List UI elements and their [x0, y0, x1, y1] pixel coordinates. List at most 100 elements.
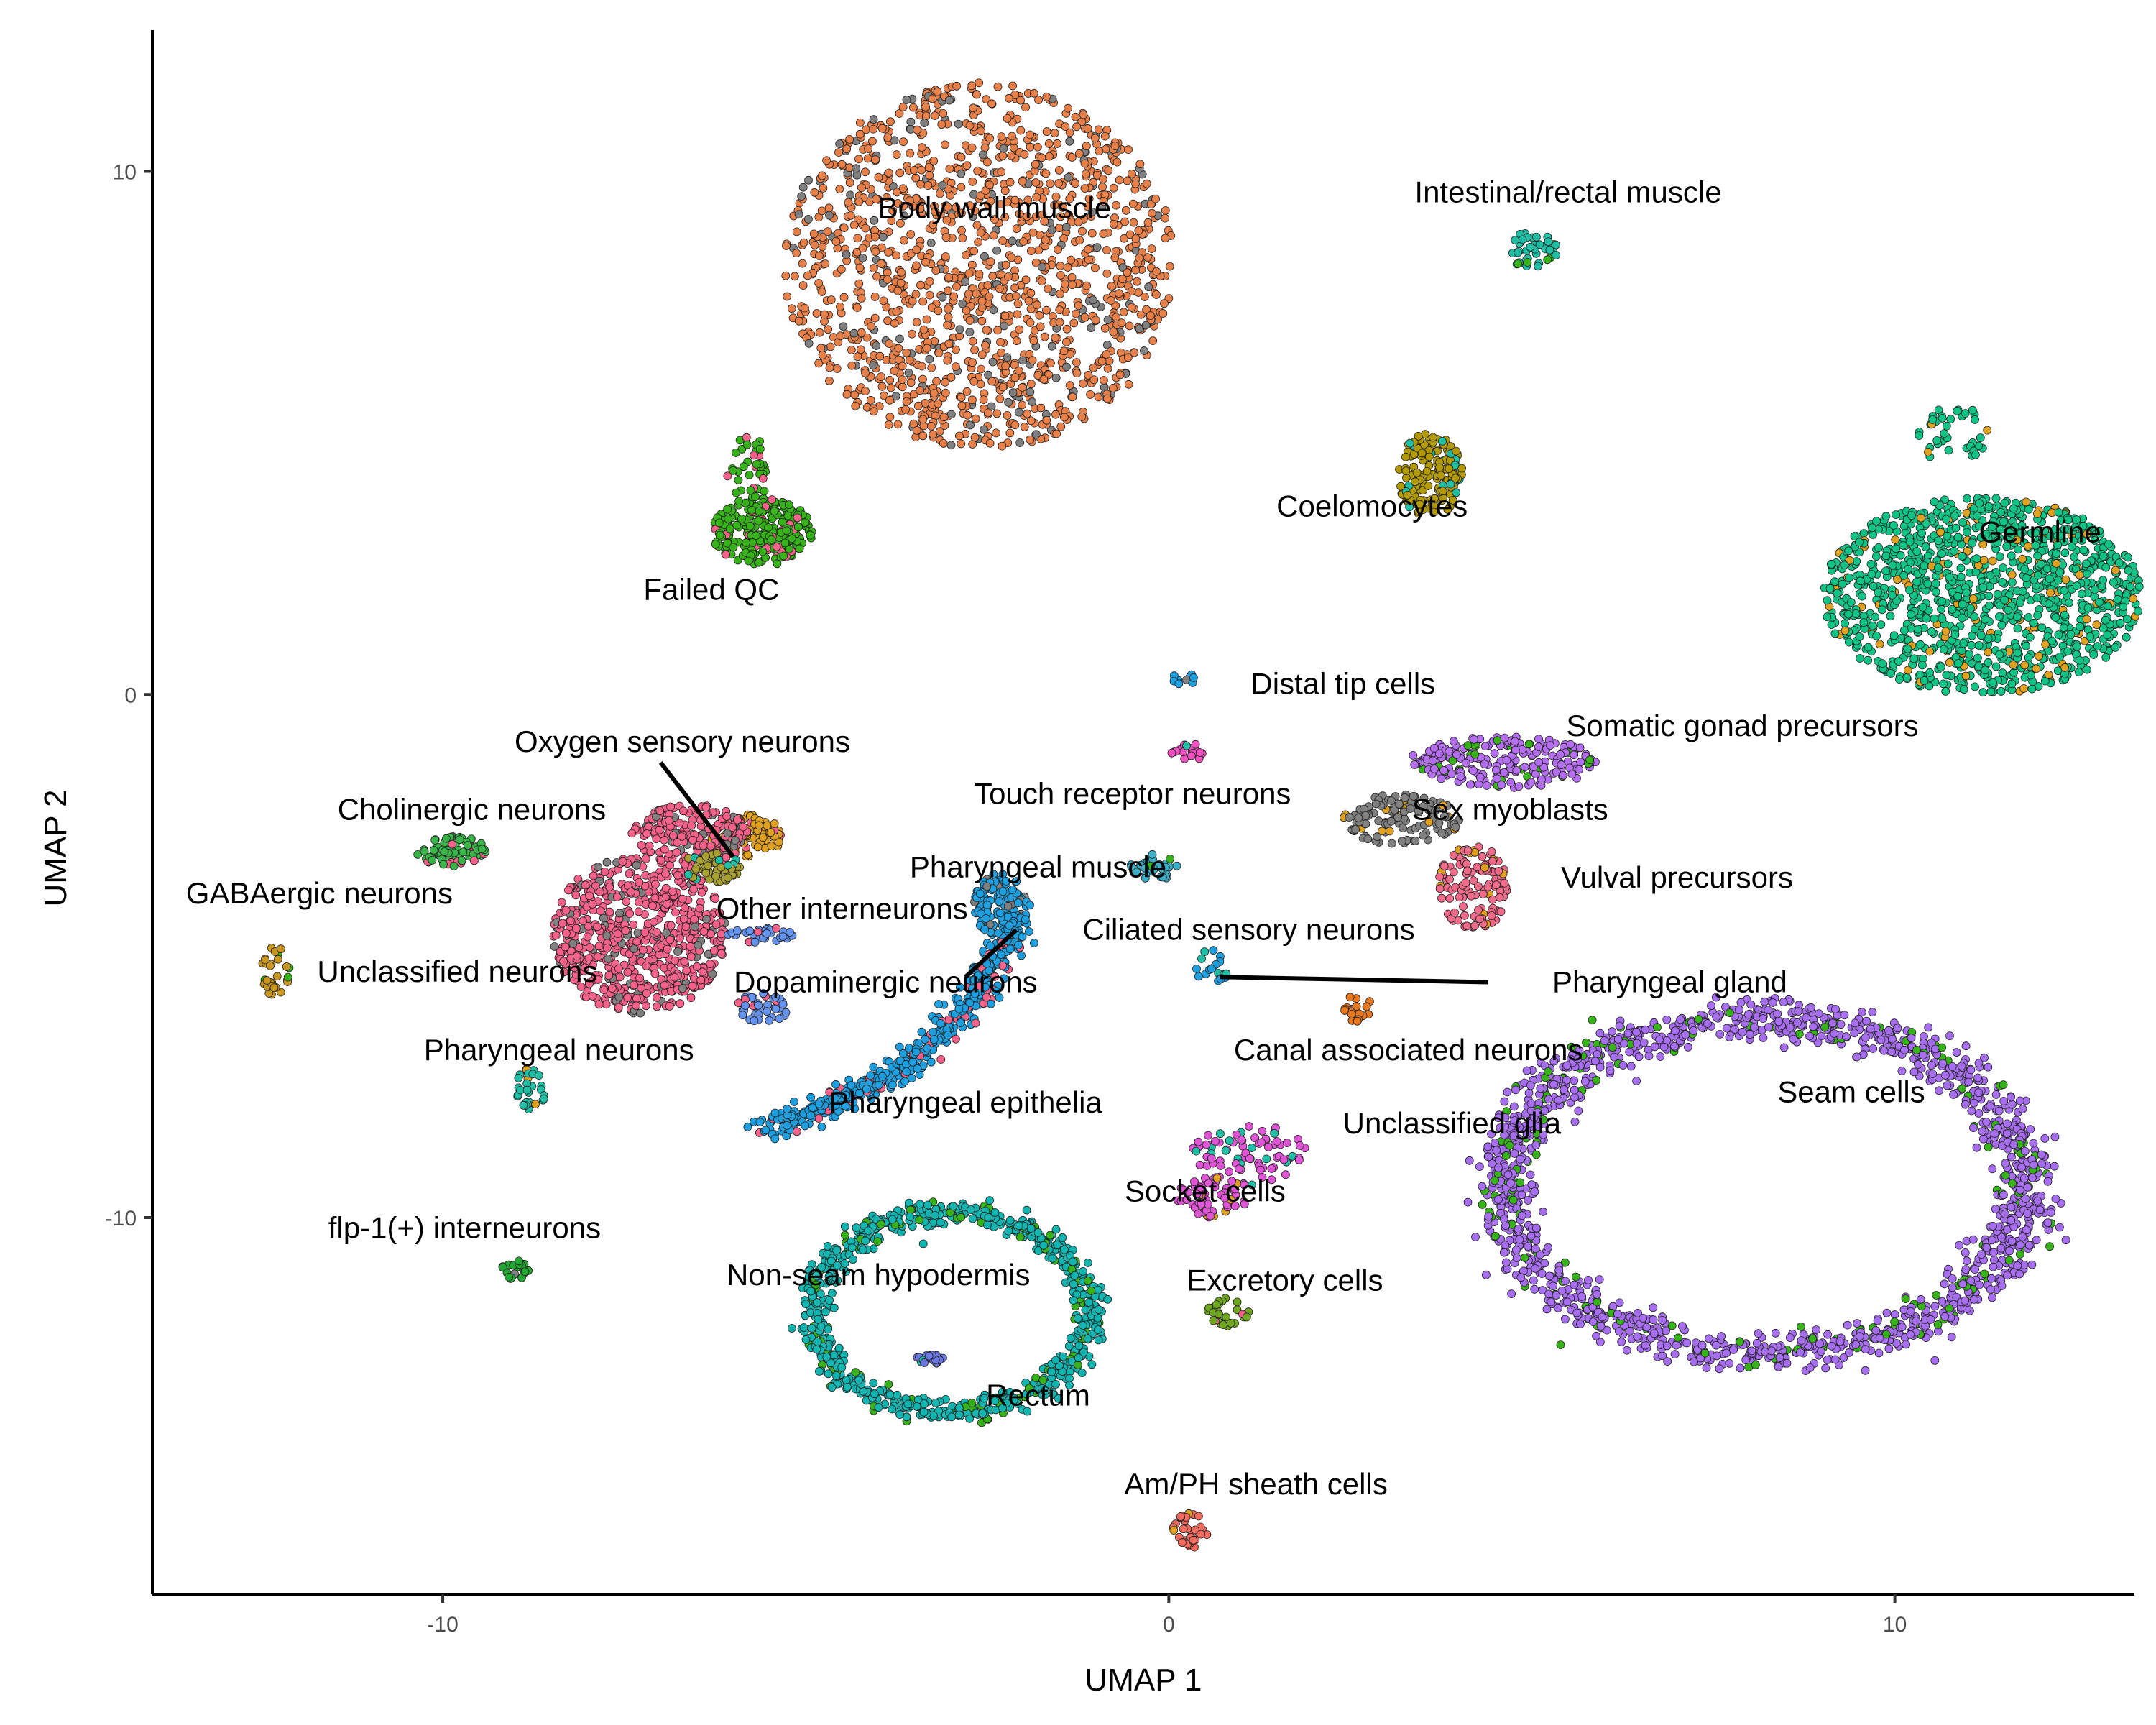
point-sex-myoblasts	[1411, 837, 1420, 845]
point-body-wall-muscle	[925, 354, 934, 364]
point-body-wall-muscle	[912, 245, 921, 254]
point-body-wall-muscle	[927, 363, 936, 372]
point-failed-qc	[742, 538, 750, 547]
point-body-wall-muscle	[1020, 150, 1029, 159]
point-body-wall-muscle	[916, 280, 925, 290]
point-body-wall-muscle	[1046, 359, 1055, 368]
point-cholinergic-neurons	[678, 984, 687, 993]
point-body-wall-muscle	[944, 272, 953, 282]
point-body-wall-muscle	[1160, 299, 1169, 308]
point-body-wall-muscle	[917, 165, 926, 175]
point-body-wall-muscle	[965, 316, 975, 325]
point-germline	[1925, 668, 1935, 677]
point-germline	[2093, 642, 2102, 651]
point-germline	[1840, 561, 1849, 570]
point-body-wall-muscle	[851, 401, 860, 410]
point-body-wall-muscle	[998, 441, 1007, 451]
point-body-wall-muscle	[891, 392, 900, 401]
point-germline	[2000, 498, 2009, 507]
point-body-wall-muscle	[1144, 282, 1153, 292]
point-germline	[1986, 571, 1995, 580]
point-cholinergic-neurons	[681, 922, 691, 932]
point-body-wall-muscle	[1115, 289, 1123, 298]
point-body-wall-muscle	[1013, 299, 1023, 308]
point-somatic-gonad-precursors	[1452, 750, 1461, 759]
point-body-wall-muscle	[1028, 356, 1037, 365]
point-body-wall-muscle	[1082, 142, 1091, 151]
point-body-wall-muscle	[968, 336, 977, 346]
point-body-wall-muscle	[952, 203, 961, 212]
point-body-wall-muscle	[945, 165, 954, 173]
point-body-wall-muscle	[980, 252, 989, 261]
point-germline	[1888, 591, 1897, 599]
point-body-wall-muscle	[1074, 149, 1084, 158]
point-cholinergic-neurons	[603, 944, 612, 952]
point-oxygen-sensory-neurons	[743, 850, 752, 859]
point-body-wall-muscle	[1084, 194, 1094, 203]
point-body-wall-muscle	[1065, 128, 1074, 137]
point-body-wall-muscle	[791, 272, 799, 281]
point-germline	[1971, 682, 1979, 691]
point-germline	[1965, 650, 1974, 658]
point-germline	[1948, 604, 1957, 614]
point-somatic-gonad-precursors	[1497, 781, 1506, 789]
point-body-wall-muscle	[905, 356, 914, 364]
point-body-wall-muscle	[985, 134, 995, 143]
point-germline	[2134, 582, 2144, 592]
point-cholinergic-neurons	[655, 825, 664, 834]
point-germline	[2032, 594, 2042, 602]
point-body-wall-muscle	[1007, 151, 1015, 160]
point-body-wall-muscle	[1090, 134, 1100, 143]
point-unclassified-neurons	[272, 972, 282, 981]
point-body-wall-muscle	[1008, 388, 1018, 397]
point-germline	[2054, 630, 2063, 639]
point-body-wall-muscle	[863, 154, 872, 163]
point-body-wall-muscle	[1031, 160, 1040, 169]
point-cholinergic-neurons	[682, 966, 691, 975]
point-body-wall-muscle	[998, 151, 1008, 160]
point-body-wall-muscle	[1146, 200, 1156, 209]
point-body-wall-muscle	[984, 408, 993, 418]
point-somatic-gonad-precursors	[1520, 763, 1529, 772]
point-body-wall-muscle	[797, 192, 806, 201]
point-body-wall-muscle	[816, 344, 826, 353]
point-germline	[1999, 564, 2008, 572]
point-body-wall-muscle	[1056, 262, 1065, 270]
point-body-wall-muscle	[1074, 301, 1083, 310]
point-body-wall-muscle	[1008, 81, 1017, 91]
point-vulval-precursors	[1449, 868, 1458, 877]
point-body-wall-muscle	[890, 318, 899, 328]
point-germline	[1989, 678, 1997, 687]
point-ciliated-sensory-neurons	[1014, 898, 1023, 908]
point-vulval-precursors	[1459, 902, 1468, 911]
point-germline	[1871, 612, 1879, 622]
point-germline	[2012, 612, 2022, 622]
point-germline	[1958, 613, 1967, 622]
point-body-wall-muscle	[837, 264, 846, 274]
point-body-wall-muscle	[854, 197, 864, 206]
point-germline	[1997, 621, 2007, 630]
point-vulval-precursors	[1478, 890, 1488, 898]
point-ciliated-sensory-neurons	[998, 887, 1008, 896]
point-body-wall-muscle	[938, 293, 947, 302]
point-body-wall-muscle	[1131, 234, 1141, 244]
point-sex-myoblasts	[1363, 834, 1373, 844]
point-body-wall-muscle	[1038, 262, 1046, 272]
point-cholinergic-neurons	[680, 957, 689, 966]
point-intestinal-rectal-muscle	[1526, 242, 1535, 252]
point-germline	[1934, 563, 1943, 572]
point-body-wall-muscle	[962, 161, 972, 170]
point-body-wall-muscle	[1033, 142, 1042, 152]
point-coelomocytes	[1401, 466, 1411, 476]
point-cholinergic-neurons	[614, 1003, 623, 1012]
point-body-wall-muscle	[989, 231, 998, 240]
point-germline	[1998, 668, 2007, 677]
point-germline	[1924, 448, 1932, 456]
point-body-wall-muscle	[1094, 125, 1103, 134]
point-body-wall-muscle	[1034, 96, 1043, 105]
point-body-wall-muscle	[982, 326, 991, 335]
point-germline	[1995, 552, 2004, 561]
point-germline	[1961, 409, 1970, 418]
point-ciliated-sensory-neurons	[1003, 901, 1013, 911]
